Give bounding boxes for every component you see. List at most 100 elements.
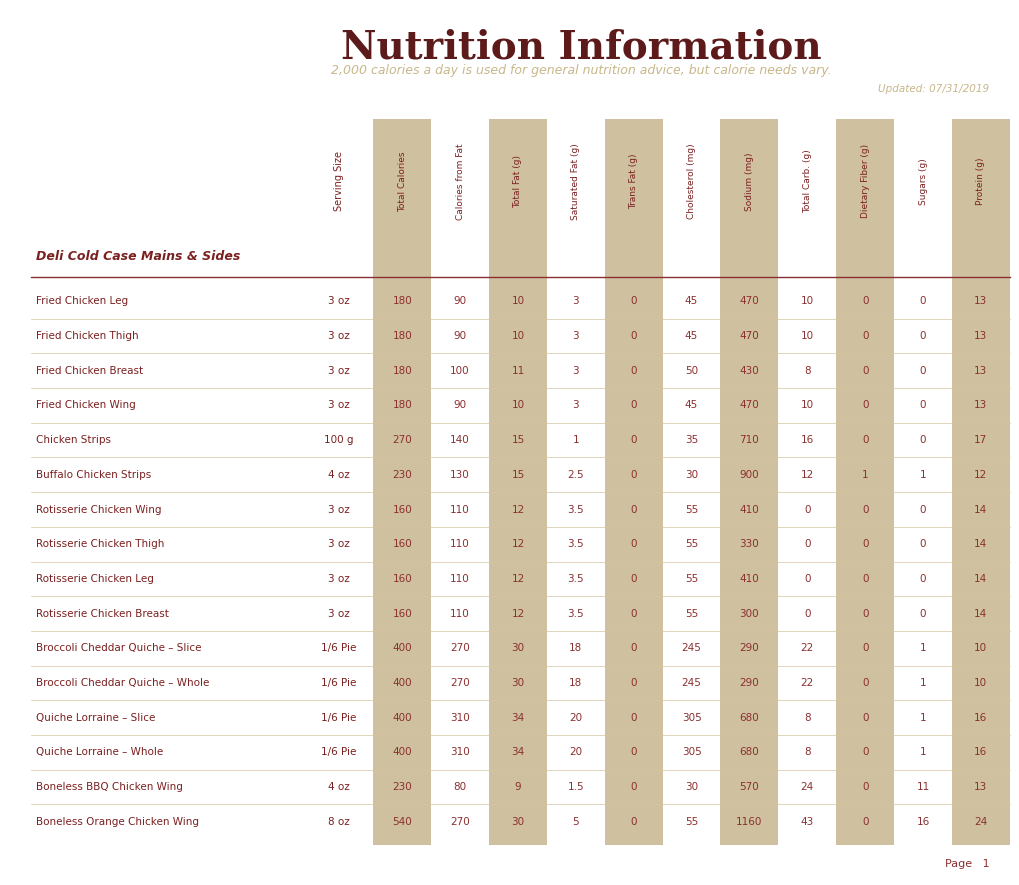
Text: 8: 8 xyxy=(803,747,810,758)
Text: 24: 24 xyxy=(800,782,813,792)
Text: Boneless Orange Chicken Wing: Boneless Orange Chicken Wing xyxy=(36,817,199,827)
Text: 0: 0 xyxy=(861,331,867,341)
Text: 0: 0 xyxy=(861,712,867,722)
Text: Cholesterol (mg): Cholesterol (mg) xyxy=(687,143,695,219)
Text: 160: 160 xyxy=(392,609,412,619)
Text: 0: 0 xyxy=(919,573,925,584)
Text: 3 oz: 3 oz xyxy=(328,504,350,514)
Text: Calories from Fat: Calories from Fat xyxy=(455,143,465,219)
Text: 0: 0 xyxy=(803,539,810,550)
Text: 0: 0 xyxy=(630,817,636,827)
Text: 0: 0 xyxy=(861,401,867,411)
Text: 300: 300 xyxy=(739,609,758,619)
Text: 0: 0 xyxy=(919,366,925,376)
Text: 34: 34 xyxy=(511,747,524,758)
Text: 1/6 Pie: 1/6 Pie xyxy=(321,643,357,653)
Text: 22: 22 xyxy=(800,678,813,688)
Text: 180: 180 xyxy=(392,401,412,411)
Text: 90: 90 xyxy=(453,401,467,411)
Text: 3.5: 3.5 xyxy=(567,504,584,514)
Text: 0: 0 xyxy=(919,609,925,619)
Text: 22: 22 xyxy=(800,643,813,653)
Text: 290: 290 xyxy=(739,678,758,688)
Text: 4 oz: 4 oz xyxy=(328,470,350,480)
Text: 100: 100 xyxy=(449,366,470,376)
Text: 13: 13 xyxy=(973,331,986,341)
Text: Chicken Strips: Chicken Strips xyxy=(36,435,111,445)
Text: 0: 0 xyxy=(630,782,636,792)
Text: 1/6 Pie: 1/6 Pie xyxy=(321,678,357,688)
Text: 710: 710 xyxy=(739,435,758,445)
Text: 10: 10 xyxy=(511,331,524,341)
Text: 14: 14 xyxy=(973,573,986,584)
Text: 4 oz: 4 oz xyxy=(328,782,350,792)
Text: 310: 310 xyxy=(449,712,470,722)
Bar xyxy=(604,119,662,845)
Text: 0: 0 xyxy=(919,296,925,306)
Text: 0: 0 xyxy=(919,539,925,550)
Text: 0: 0 xyxy=(630,435,636,445)
Text: 16: 16 xyxy=(915,817,928,827)
Bar xyxy=(719,119,777,845)
Text: Sodium (mg): Sodium (mg) xyxy=(744,152,753,211)
Text: 0: 0 xyxy=(630,366,636,376)
Text: 410: 410 xyxy=(739,573,758,584)
Text: 410: 410 xyxy=(739,504,758,514)
Text: 900: 900 xyxy=(739,470,758,480)
Text: 1/6 Pie: 1/6 Pie xyxy=(321,712,357,722)
Text: 1: 1 xyxy=(919,470,925,480)
Text: Nutrition Information: Nutrition Information xyxy=(340,28,821,66)
Text: 3: 3 xyxy=(572,331,579,341)
Text: 55: 55 xyxy=(685,609,697,619)
Text: 270: 270 xyxy=(449,678,470,688)
Text: Total Calories: Total Calories xyxy=(397,151,407,212)
Text: 180: 180 xyxy=(392,296,412,306)
Text: 10: 10 xyxy=(511,401,524,411)
Text: 100 g: 100 g xyxy=(324,435,354,445)
Text: 12: 12 xyxy=(511,504,524,514)
Text: 90: 90 xyxy=(453,331,467,341)
Text: 3.5: 3.5 xyxy=(567,573,584,584)
Text: 24: 24 xyxy=(973,817,986,827)
Text: 1160: 1160 xyxy=(736,817,762,827)
Text: 10: 10 xyxy=(800,331,813,341)
Text: 43: 43 xyxy=(800,817,813,827)
Text: 0: 0 xyxy=(861,678,867,688)
Text: 2.5: 2.5 xyxy=(567,470,584,480)
Text: Fried Chicken Breast: Fried Chicken Breast xyxy=(36,366,143,376)
Text: 10: 10 xyxy=(973,678,986,688)
Text: 2,000 calories a day is used for general nutrition advice, but calorie needs var: 2,000 calories a day is used for general… xyxy=(331,64,830,77)
Text: 30: 30 xyxy=(685,470,697,480)
Text: 12: 12 xyxy=(511,539,524,550)
Text: 0: 0 xyxy=(630,573,636,584)
Text: 0: 0 xyxy=(803,573,810,584)
Text: 10: 10 xyxy=(800,401,813,411)
Text: 540: 540 xyxy=(392,817,412,827)
Text: 305: 305 xyxy=(681,712,701,722)
Text: 245: 245 xyxy=(681,643,701,653)
Text: 230: 230 xyxy=(392,782,412,792)
Text: Rotisserie Chicken Wing: Rotisserie Chicken Wing xyxy=(36,504,161,514)
Text: 230: 230 xyxy=(392,470,412,480)
Text: 0: 0 xyxy=(630,712,636,722)
Text: 80: 80 xyxy=(453,782,467,792)
Text: 16: 16 xyxy=(800,435,813,445)
Text: 3 oz: 3 oz xyxy=(328,573,350,584)
Text: 35: 35 xyxy=(685,435,697,445)
Text: 0: 0 xyxy=(861,643,867,653)
Text: 3: 3 xyxy=(572,296,579,306)
Text: Fried Chicken Wing: Fried Chicken Wing xyxy=(36,401,136,411)
Text: 0: 0 xyxy=(630,504,636,514)
Text: 18: 18 xyxy=(569,643,582,653)
Text: Rotisserie Chicken Breast: Rotisserie Chicken Breast xyxy=(36,609,168,619)
Text: Quiche Lorraine – Whole: Quiche Lorraine – Whole xyxy=(36,747,163,758)
Text: 470: 470 xyxy=(739,331,758,341)
Text: Quiche Lorraine – Slice: Quiche Lorraine – Slice xyxy=(36,712,155,722)
Text: Buffalo Chicken Strips: Buffalo Chicken Strips xyxy=(36,470,151,480)
Text: 8: 8 xyxy=(803,366,810,376)
Bar xyxy=(488,119,546,845)
Text: Page   1: Page 1 xyxy=(944,859,988,869)
Text: 1: 1 xyxy=(861,470,867,480)
Text: 0: 0 xyxy=(630,401,636,411)
Text: Fried Chicken Thigh: Fried Chicken Thigh xyxy=(36,331,139,341)
